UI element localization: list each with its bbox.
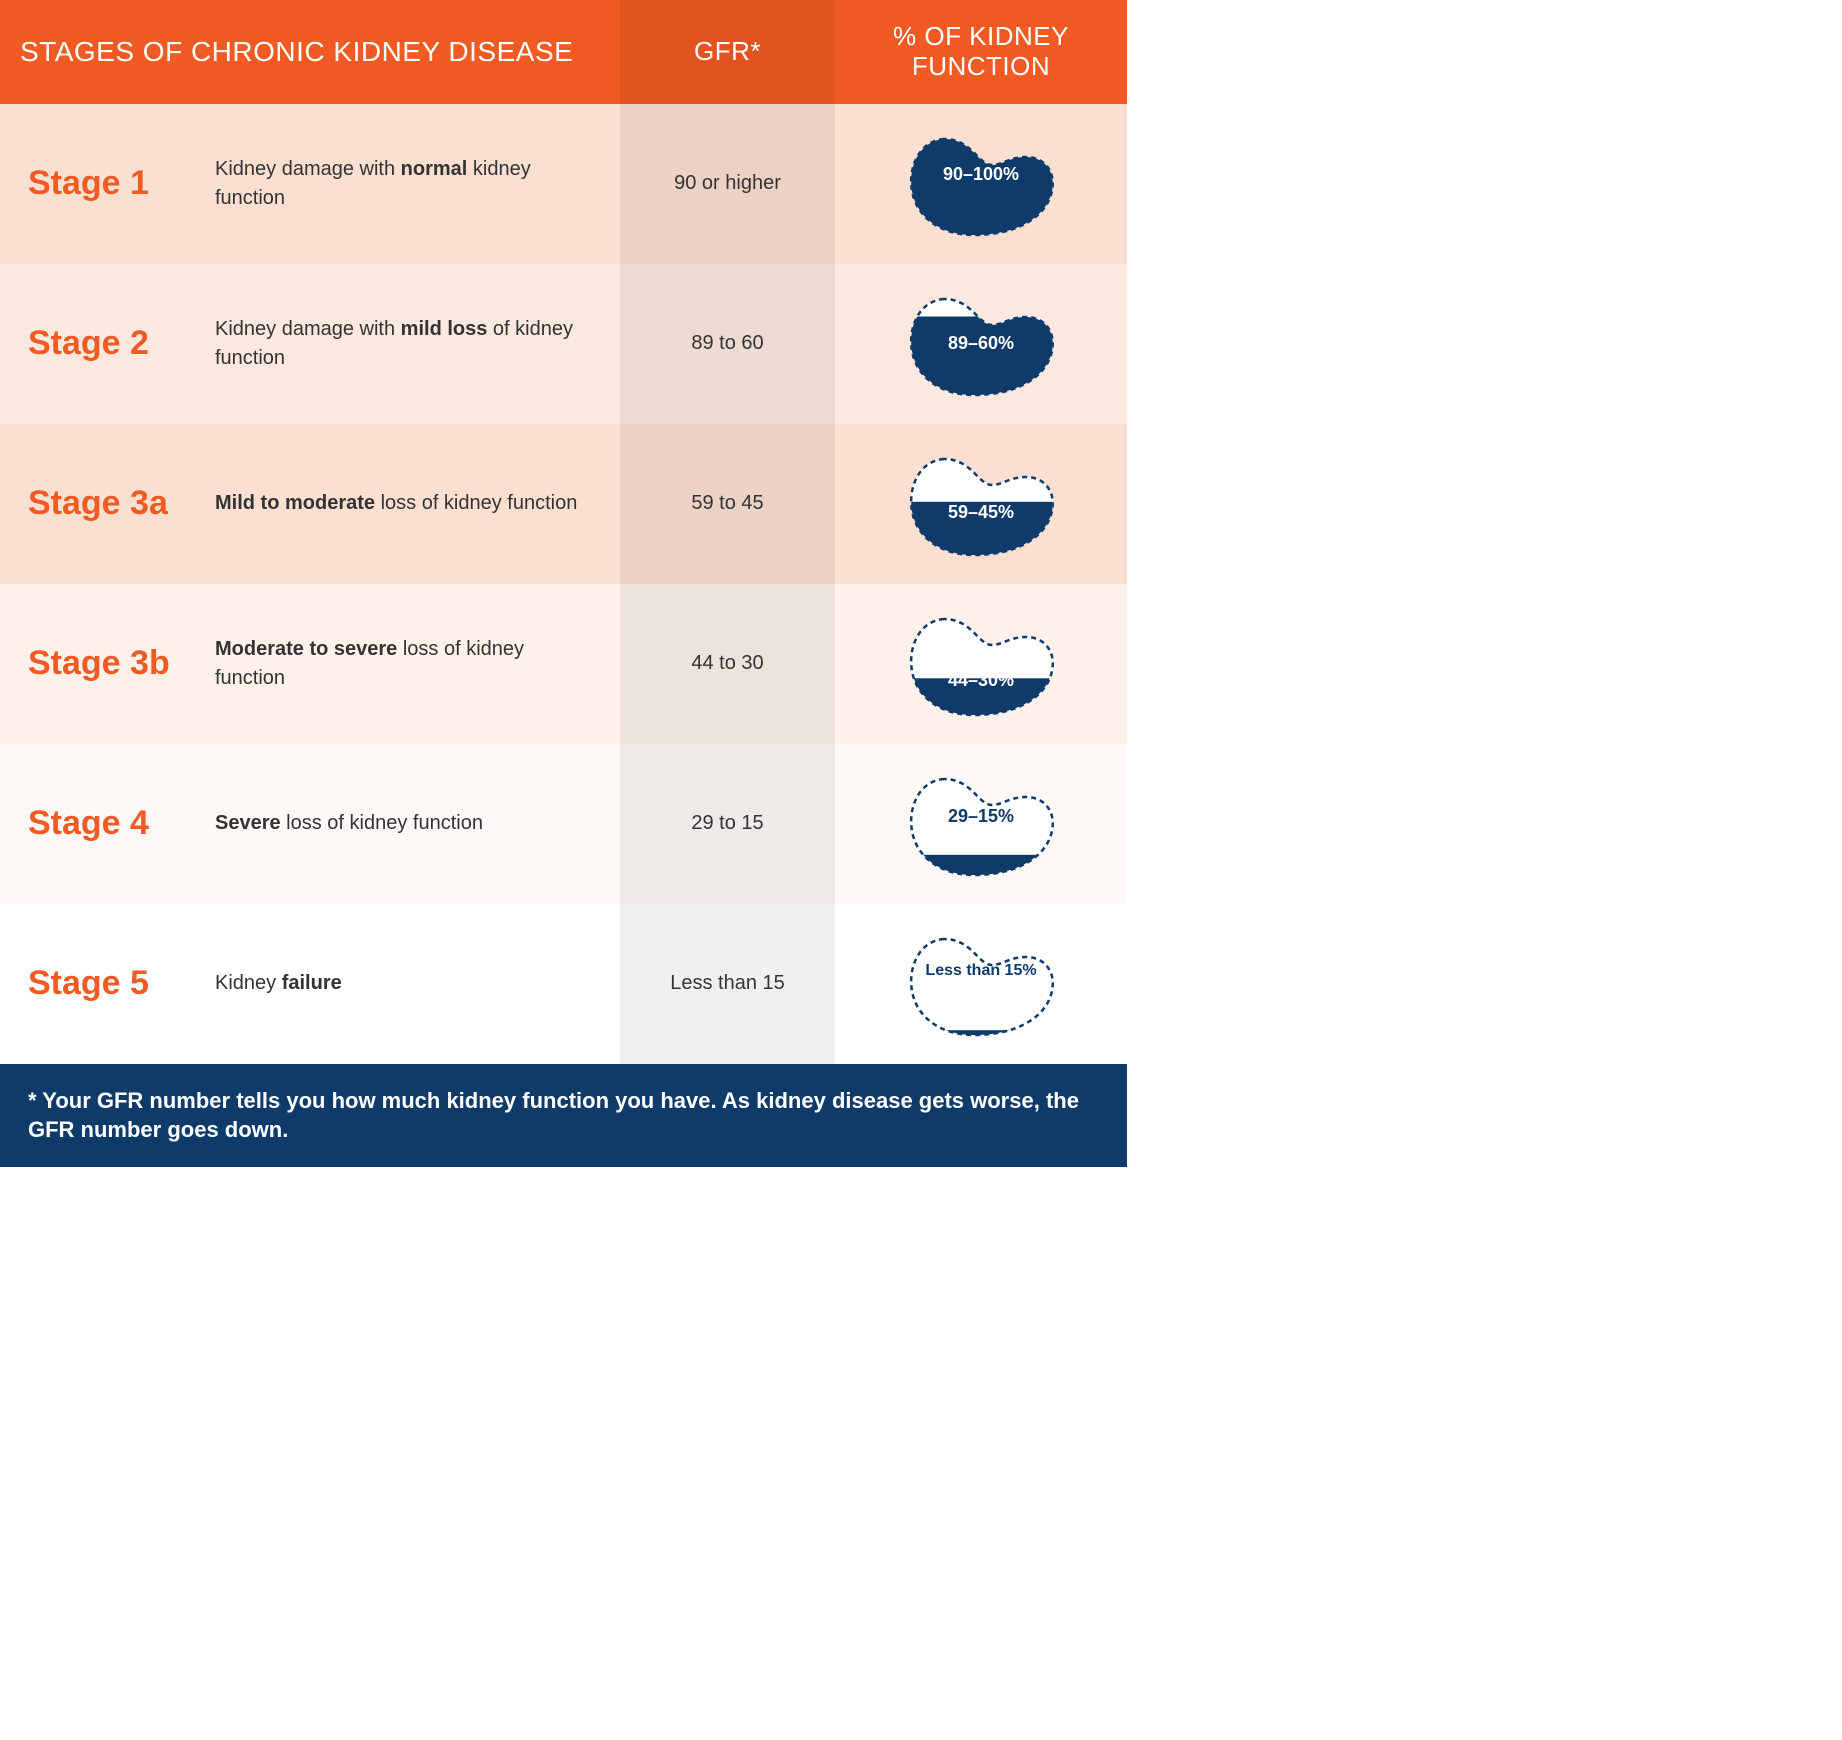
- table-header-row: STAGES OF CHRONIC KIDNEY DISEASE GFR* % …: [0, 0, 1127, 104]
- kidney-function-cell: 44–30%: [835, 584, 1127, 744]
- kidney-function-label: 44–30%: [906, 671, 1056, 691]
- ckd-stages-table: STAGES OF CHRONIC KIDNEY DISEASE GFR* % …: [0, 0, 1127, 1167]
- kidney-function-label: 89–60%: [906, 334, 1056, 354]
- table-row: Stage 2Kidney damage with mild loss of k…: [0, 264, 1127, 424]
- stage-name: Stage 2: [0, 324, 215, 363]
- header-function: % OF KIDNEYFUNCTION: [835, 0, 1127, 104]
- kidney-icon: 90–100%: [906, 129, 1056, 239]
- stage-name: Stage 1: [0, 164, 215, 203]
- kidney-function-cell: 90–100%: [835, 104, 1127, 264]
- gfr-value: 89 to 60: [620, 264, 835, 424]
- footnote: * Your GFR number tells you how much kid…: [0, 1064, 1127, 1167]
- table-row: Stage 3aMild to moderate loss of kidney …: [0, 424, 1127, 584]
- table-row: Stage 3bModerate to severe loss of kidne…: [0, 584, 1127, 744]
- stage-name: Stage 4: [0, 804, 215, 843]
- kidney-function-cell: 89–60%: [835, 264, 1127, 424]
- kidney-function-cell: Less than 15%: [835, 904, 1127, 1064]
- gfr-value: 29 to 15: [620, 744, 835, 904]
- gfr-value: Less than 15: [620, 904, 835, 1064]
- kidney-icon: 59–45%: [906, 449, 1056, 559]
- stage-name: Stage 3b: [0, 644, 215, 683]
- stage-name: Stage 3a: [0, 484, 215, 523]
- kidney-icon: 89–60%: [906, 289, 1056, 399]
- stage-name: Stage 5: [0, 964, 215, 1003]
- table-row: Stage 5Kidney failureLess than 15 Less t…: [0, 904, 1127, 1064]
- gfr-value: 90 or higher: [620, 104, 835, 264]
- kidney-icon: 44–30%: [906, 609, 1056, 719]
- kidney-function-label: 90–100%: [906, 165, 1056, 185]
- stage-description: Kidney failure: [215, 969, 620, 998]
- kidney-icon: 29–15%: [906, 769, 1056, 879]
- kidney-function-label: Less than 15%: [906, 962, 1056, 980]
- kidney-icon: Less than 15%: [906, 929, 1056, 1039]
- header-gfr: GFR*: [620, 0, 835, 104]
- stage-description: Kidney damage with mild loss of kidney f…: [215, 315, 620, 373]
- table-row: Stage 1Kidney damage with normal kidney …: [0, 104, 1127, 264]
- kidney-function-label: 59–45%: [906, 503, 1056, 523]
- gfr-value: 59 to 45: [620, 424, 835, 584]
- stage-description: Moderate to severe loss of kidney functi…: [215, 635, 620, 693]
- stage-description: Severe loss of kidney function: [215, 809, 620, 838]
- kidney-function-label: 29–15%: [906, 807, 1056, 827]
- table-row: Stage 4Severe loss of kidney function29 …: [0, 744, 1127, 904]
- kidney-function-cell: 29–15%: [835, 744, 1127, 904]
- stage-description: Kidney damage with normal kidney functio…: [215, 155, 620, 213]
- header-stages: STAGES OF CHRONIC KIDNEY DISEASE: [0, 0, 620, 104]
- gfr-value: 44 to 30: [620, 584, 835, 744]
- stage-description: Mild to moderate loss of kidney function: [215, 489, 620, 518]
- kidney-function-cell: 59–45%: [835, 424, 1127, 584]
